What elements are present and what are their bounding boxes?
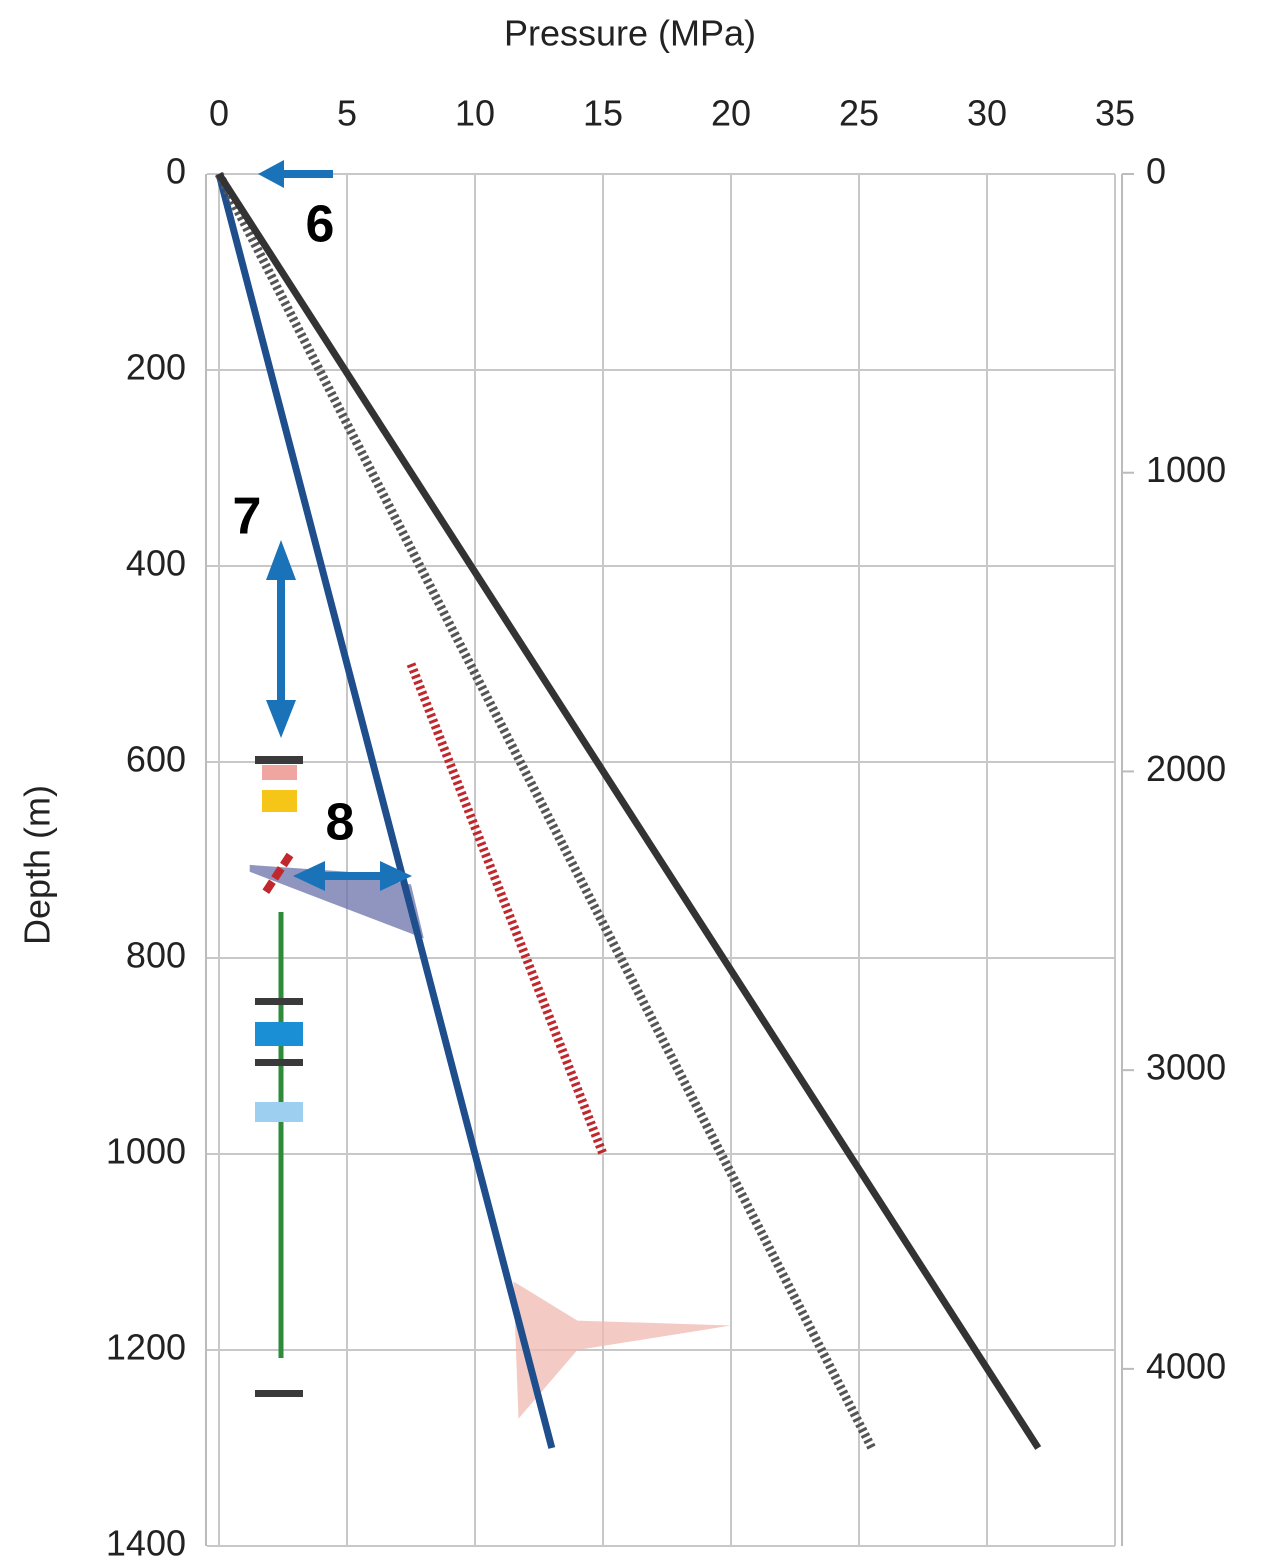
- marker: [255, 1102, 303, 1122]
- x-tick-label: 30: [967, 93, 1007, 134]
- y2-tick-label: 3000: [1146, 1047, 1226, 1088]
- y-tick-label: 800: [126, 935, 186, 976]
- annotation: 6: [306, 196, 335, 254]
- y-tick-label: 400: [126, 543, 186, 584]
- x-axis-title: Pressure (MPa): [504, 13, 756, 54]
- annotation: 8: [326, 794, 355, 852]
- x-tick-label: 15: [583, 93, 623, 134]
- arrow-head: [258, 160, 284, 188]
- y2-tick-label: 0: [1146, 151, 1166, 192]
- y2-tick-label: 2000: [1146, 748, 1226, 789]
- x-tick-label: 20: [711, 93, 751, 134]
- x-tick-label: 5: [337, 93, 357, 134]
- x-tick-label: 10: [455, 93, 495, 134]
- x-tick-label: 0: [209, 93, 229, 134]
- well-column: [255, 756, 303, 1397]
- x-tick-label: 25: [839, 93, 879, 134]
- y-tick-label: 1400: [106, 1523, 186, 1562]
- arrow-head: [266, 700, 296, 738]
- y-axis-title: Depth (m): [17, 785, 58, 945]
- x-tick-label: 35: [1095, 93, 1135, 134]
- marker: [255, 1022, 303, 1046]
- y2-tick-label: 1000: [1146, 449, 1226, 490]
- y-tick-label: 1200: [106, 1327, 186, 1368]
- marker: [255, 1059, 303, 1066]
- marker: [262, 790, 297, 812]
- arrow-head: [266, 540, 296, 580]
- marker: [255, 756, 303, 764]
- marker: [255, 998, 303, 1005]
- y-tick-label: 0: [166, 151, 186, 192]
- y2-tick-label: 4000: [1146, 1345, 1226, 1386]
- marker: [255, 1390, 303, 1397]
- annotation: 7: [233, 488, 262, 546]
- plot: 0 5 10 15 20 25 30 35 0 200 400 600 800 1000 1200 1400 0…: [106, 93, 1226, 1562]
- chart: Pressure (MPa) Depth (m) 051015202530350…: [0, 0, 1263, 1562]
- y-tick-label: 200: [126, 347, 186, 388]
- marker: [262, 765, 297, 780]
- y-tick-label: 600: [126, 739, 186, 780]
- line: [219, 174, 872, 1448]
- y-tick-label: 1000: [106, 1131, 186, 1172]
